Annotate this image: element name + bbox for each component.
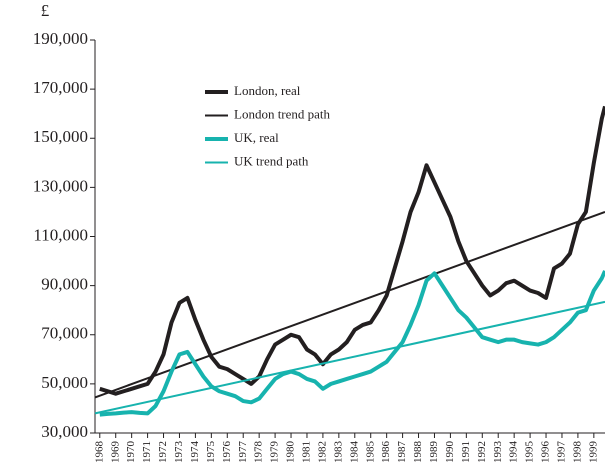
x-tick-label: 1997 [556,441,568,464]
x-tick-label: 1999 [587,441,599,464]
x-tick-label: 1990 [444,441,456,464]
y-tick-label: 190,000 [33,29,88,48]
x-tick-label: 1989 [428,441,440,464]
legend-label: UK trend path [234,153,309,168]
x-tick-label: 1975 [205,441,217,464]
x-tick-label: 1991 [460,441,472,463]
y-tick-label: 70,000 [41,324,88,343]
x-tick-label: 1972 [157,441,169,463]
x-tick-label: 1994 [508,441,520,464]
x-tick-label: 1993 [492,441,504,464]
legend-label: London trend path [234,106,331,121]
y-tick-label: 150,000 [33,127,88,146]
x-tick-label: 1981 [301,441,313,463]
x-tick-label: 1986 [380,441,392,464]
x-tick-label: 1973 [173,441,185,464]
x-tick-label: 1974 [189,441,201,464]
x-tick-label: 1977 [237,441,249,464]
legend-label: London, real [234,83,301,98]
x-tick-label: 1985 [364,441,376,464]
x-tick-label: 1983 [332,441,344,464]
x-tick-label: 1995 [524,441,536,464]
x-tick-label: 1996 [540,441,552,464]
y-tick-label: 90,000 [41,275,88,294]
y-tick-label: 110,000 [33,225,88,244]
x-tick-label: 1984 [348,441,360,464]
x-tick-label: 1976 [221,441,233,464]
y-axis-label: £ [41,1,50,20]
x-tick-label: 1978 [253,441,265,464]
series-line [99,105,605,396]
x-tick-label: 1971 [141,441,153,463]
x-tick-label: 1988 [412,441,424,464]
x-tick-label: 1980 [285,441,297,464]
y-tick-label: 30,000 [41,422,88,441]
x-tick-label: 1982 [316,441,328,463]
y-tick-label: 130,000 [33,176,88,195]
x-tick-label: 1969 [109,441,121,464]
x-tick-label: 1992 [476,441,488,463]
series-line [94,300,605,415]
x-tick-label: 1970 [125,441,137,464]
x-tick-label: 1987 [396,441,408,464]
series-line [99,270,605,417]
x-tick-label: 1979 [269,441,281,464]
y-tick-label: 50,000 [41,373,88,392]
legend-label: UK, real [234,130,279,145]
y-tick-label: 170,000 [33,78,88,97]
x-tick-label: 1968 [93,441,105,464]
series-line [94,210,605,399]
x-tick-label: 1998 [571,441,583,464]
